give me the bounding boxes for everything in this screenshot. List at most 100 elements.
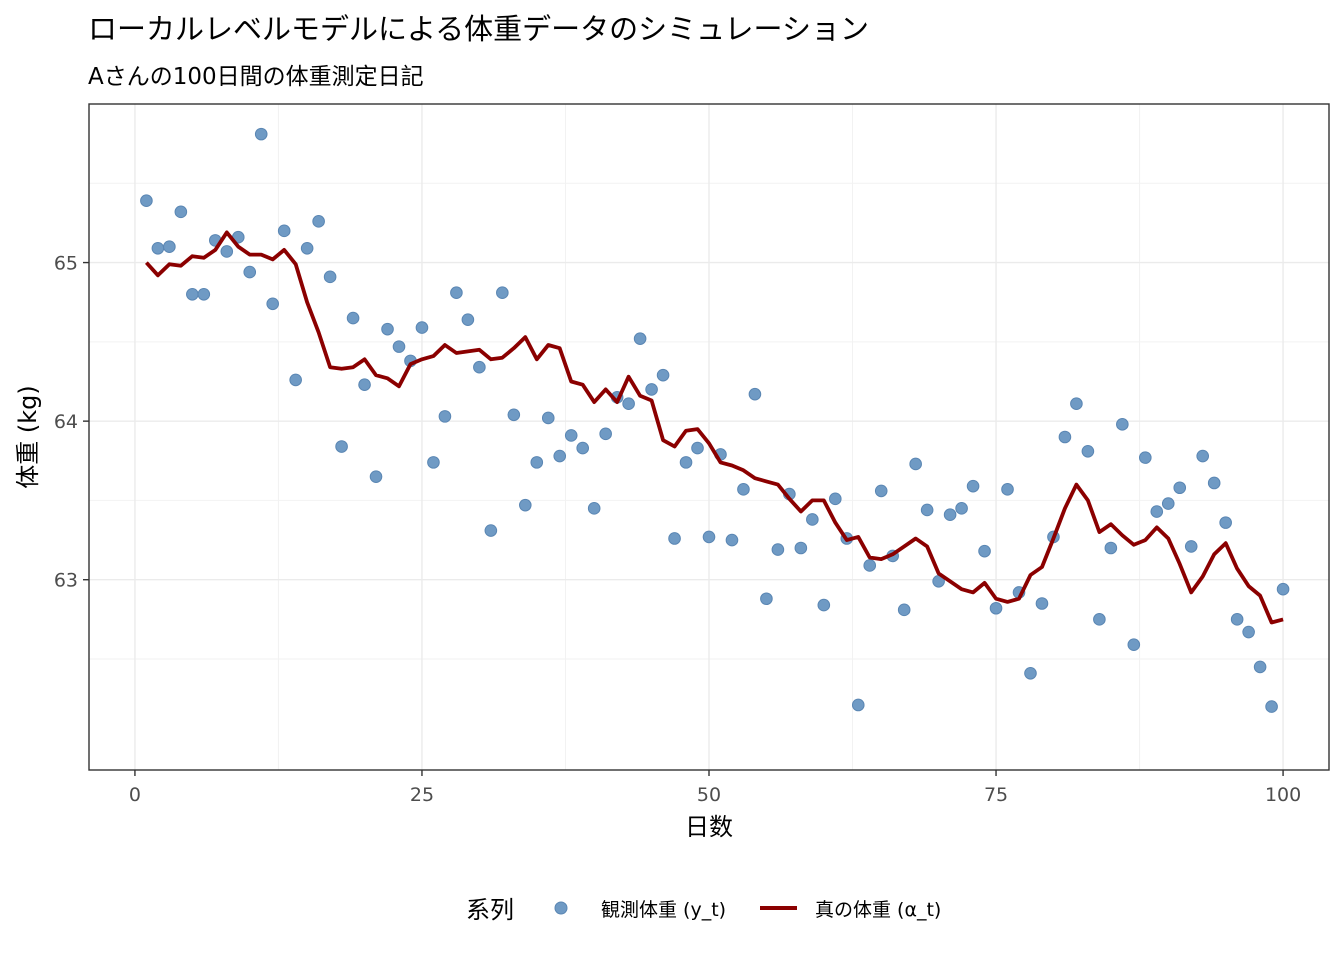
observed-point xyxy=(1207,476,1221,490)
observed-point xyxy=(748,387,762,401)
observed-point xyxy=(1276,582,1290,596)
observed-point xyxy=(828,492,842,506)
observed-point xyxy=(1001,483,1014,496)
legend-label-observed: 観測体重 (y_t) xyxy=(601,899,726,921)
observed-point xyxy=(1253,660,1267,674)
x-tick-label: 50 xyxy=(697,784,721,806)
observed-point xyxy=(622,397,635,411)
observed-point xyxy=(266,297,280,311)
observed-point xyxy=(897,603,911,617)
legend-label-true: 真の体重 (α_t) xyxy=(815,899,941,921)
legend-key-observed xyxy=(554,901,568,915)
observed-point xyxy=(163,240,176,254)
observed-point xyxy=(1070,397,1083,411)
observed-point xyxy=(174,205,188,219)
observed-point xyxy=(645,383,658,396)
observed-point xyxy=(1058,430,1072,444)
line-layer xyxy=(144,230,1284,625)
observed-point xyxy=(1104,541,1118,555)
observed-point xyxy=(978,544,991,558)
observed-point xyxy=(1173,481,1187,495)
observed-point xyxy=(564,429,578,442)
observed-point xyxy=(346,311,360,325)
observed-point xyxy=(943,508,957,522)
observed-point xyxy=(381,322,394,336)
observed-point xyxy=(450,286,463,300)
legend: 系列 観測体重 (y_t) 真の体重 (α_t) xyxy=(466,896,941,924)
observed-point xyxy=(289,373,302,387)
axis-ticks: 0 25 50 75 100 63 64 65 xyxy=(54,253,1301,806)
observed-point xyxy=(1024,666,1037,680)
observed-point xyxy=(197,287,211,301)
observed-point xyxy=(254,127,268,141)
observed-point xyxy=(541,411,555,425)
y-tick-label: 63 xyxy=(54,570,78,592)
observed-point xyxy=(702,530,716,544)
observed-point xyxy=(737,483,750,496)
observed-point xyxy=(1265,700,1278,713)
observed-point xyxy=(220,245,234,258)
observed-point xyxy=(496,286,509,300)
observed-point xyxy=(1150,505,1164,518)
observed-point xyxy=(599,427,612,441)
observed-point xyxy=(989,601,1003,615)
observed-point xyxy=(1161,497,1175,510)
observed-point xyxy=(1184,540,1198,553)
observed-point xyxy=(909,457,922,471)
observed-point xyxy=(427,456,440,469)
observed-point xyxy=(507,408,521,422)
chart-title: ローカルレベルモデルによる体重データのシミュレーション xyxy=(88,12,869,46)
observed-point xyxy=(760,592,773,606)
x-tick-label: 100 xyxy=(1265,784,1301,806)
y-axis-title: 体重 (kg) xyxy=(14,385,42,489)
observed-point xyxy=(530,456,544,469)
observed-point xyxy=(484,524,498,537)
observed-point xyxy=(1138,451,1152,464)
observed-point xyxy=(553,449,567,463)
observed-point xyxy=(725,533,739,547)
observed-point xyxy=(323,270,337,284)
legend-title: 系列 xyxy=(466,896,514,924)
observed-point xyxy=(656,368,670,382)
observed-point xyxy=(1196,449,1210,463)
observed-point xyxy=(874,484,888,498)
observed-point xyxy=(518,498,532,512)
observed-point xyxy=(415,321,429,334)
observed-point xyxy=(438,410,452,423)
observed-point xyxy=(691,441,704,455)
observed-point xyxy=(243,265,257,279)
observed-point xyxy=(587,502,601,515)
observed-point xyxy=(1035,597,1049,610)
x-tick-label: 0 xyxy=(129,784,141,806)
observed-point xyxy=(358,378,371,391)
observed-point xyxy=(679,456,693,469)
observed-point xyxy=(966,479,980,493)
observed-point xyxy=(473,360,486,374)
x-axis-title: 日数 xyxy=(685,813,733,841)
observed-point xyxy=(806,513,819,526)
observed-point xyxy=(1093,613,1106,626)
observed-point xyxy=(1116,418,1129,431)
x-tick-label: 75 xyxy=(984,784,1008,806)
observed-point xyxy=(863,559,877,572)
observed-point xyxy=(277,224,291,238)
observed-point xyxy=(668,532,681,545)
observed-point xyxy=(392,340,406,353)
observed-point xyxy=(461,313,475,326)
observed-point xyxy=(1081,444,1095,458)
observed-point xyxy=(920,503,934,517)
observed-point xyxy=(817,598,831,612)
y-tick-label: 64 xyxy=(54,411,78,433)
observed-point xyxy=(576,441,590,455)
observed-point xyxy=(1127,638,1141,652)
chart-subtitle: Aさんの100日間の体重測定日記 xyxy=(88,64,424,90)
y-tick-label: 65 xyxy=(54,253,78,275)
observed-point xyxy=(1219,516,1232,529)
observed-point xyxy=(771,543,785,556)
observed-point xyxy=(851,698,865,712)
observed-point xyxy=(151,242,165,255)
observed-point xyxy=(1242,625,1255,639)
observed-point xyxy=(369,470,383,483)
observed-point xyxy=(633,332,647,345)
